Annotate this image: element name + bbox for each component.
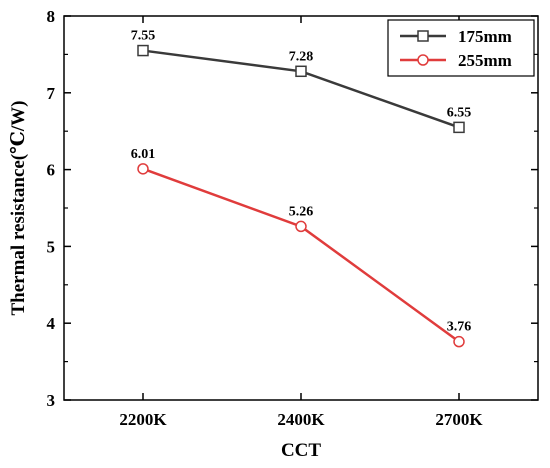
legend-label-175mm: 175mm [458,27,512,46]
y-tick-label: 3 [47,391,56,410]
x-axis-title: CCT [281,440,321,461]
data-point-175mm [137,44,149,57]
x-tick-label: 2700K [435,410,483,429]
legend-label-255mm: 255mm [458,51,512,70]
data-point-175mm [295,65,307,78]
y-axis: 3 4 5 6 7 8 [47,7,538,410]
x-tick-label: 2200K [119,410,167,429]
x-tick-label: 2400K [277,410,325,429]
data-label-175mm: 7.55 [131,29,156,44]
data-label-175mm: 7.28 [289,49,314,64]
data-point-175mm [453,121,465,134]
series-layer: 7.55 7.28 6.55 6.01 5.26 3.76 [131,29,472,348]
legend-box [387,19,535,77]
y-tick-label: 8 [47,7,56,26]
data-label-255mm: 6.01 [131,147,156,162]
data-point-255mm [137,163,149,175]
x-axis: 2200K 2400K 2700K [119,16,483,429]
y-axis-title: Thermal resistance(℃/W) [8,100,29,315]
y-tick-label: 4 [47,314,56,333]
legend: 175mm 255mm [387,19,535,77]
y-tick-label: 5 [47,237,56,256]
data-label-175mm: 6.55 [447,105,472,120]
data-label-255mm: 3.76 [447,320,472,335]
series-line-255mm [142,167,460,343]
data-label-255mm: 5.26 [289,204,314,219]
data-point-255mm [295,220,307,233]
legend-marker-175mm [417,30,429,42]
y-tick-label: 6 [47,161,56,180]
data-point-255mm [453,335,465,348]
y-tick-label: 7 [47,84,56,103]
legend-marker-255mm [417,54,429,66]
